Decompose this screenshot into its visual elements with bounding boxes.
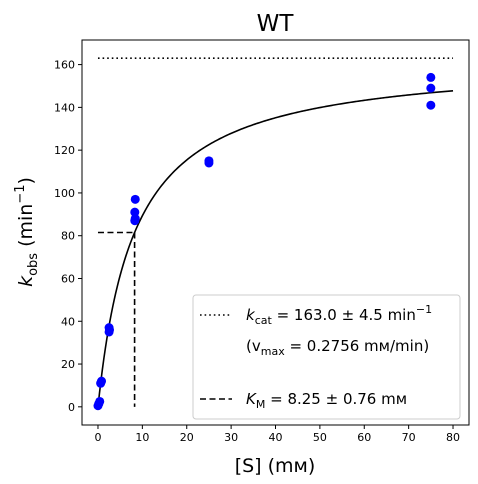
y-tick-label: 60 <box>61 272 75 285</box>
data-point <box>130 214 140 224</box>
ticks: 0 10 20 30 40 50 60 70 80 0 20 40 60 80 100 120 140 160 <box>54 59 460 444</box>
x-tick-label: 50 <box>313 431 327 444</box>
x-tick-label: 20 <box>180 431 194 444</box>
x-tick-label: 10 <box>135 431 149 444</box>
x-tick-label: 0 <box>94 431 101 444</box>
y-tick-label: 120 <box>54 144 75 157</box>
data-point <box>130 194 140 204</box>
x-tick-label: 70 <box>402 431 416 444</box>
legend-box <box>192 294 461 420</box>
y-tick-label: 160 <box>54 59 75 72</box>
data-point <box>204 156 214 166</box>
y-tick-label: 140 <box>54 101 75 114</box>
y-label-unit-close: ) <box>15 177 37 184</box>
data-point <box>105 325 115 335</box>
y-label-unit-sup: −1 <box>13 185 28 204</box>
legend: kcat = 163.0 ± 4.5 min−1 (vmax = 0.2756 … <box>192 294 461 420</box>
x-tick-label: 80 <box>446 431 460 444</box>
y-axis-label: kobs (min−1) <box>13 177 41 287</box>
legend-vmax-label: (vmax = 0.2756 mм/min) <box>246 337 429 358</box>
y-label-main: k <box>15 275 37 287</box>
x-tick-label: 40 <box>269 431 283 444</box>
data-point <box>130 207 140 217</box>
y-tick-label: 40 <box>61 315 75 328</box>
data-point <box>97 376 107 386</box>
plot-area <box>93 57 454 411</box>
chart-title: WT <box>257 11 295 37</box>
x-tick-label: 60 <box>357 431 371 444</box>
data-point <box>426 100 436 110</box>
fit-curve <box>97 89 454 407</box>
data-point <box>426 72 436 82</box>
y-label-unit-open: (min <box>15 204 37 247</box>
x-tick-label: 30 <box>224 431 238 444</box>
x-axis-label: [S] (mм) <box>235 455 316 477</box>
legend-kcat-label: kcat = 163.0 ± 4.5 min−1 <box>246 303 432 327</box>
plot-frame <box>81 39 470 426</box>
y-tick-label: 0 <box>68 401 75 414</box>
y-tick-label: 20 <box>61 358 75 371</box>
y-tick-label: 100 <box>54 187 75 200</box>
data-point <box>426 83 436 93</box>
y-label-sub: obs <box>26 253 41 276</box>
y-tick-label: 80 <box>61 230 75 243</box>
data-point <box>95 396 105 406</box>
legend-km-label: KM = 8.25 ± 0.76 mм <box>246 390 407 411</box>
